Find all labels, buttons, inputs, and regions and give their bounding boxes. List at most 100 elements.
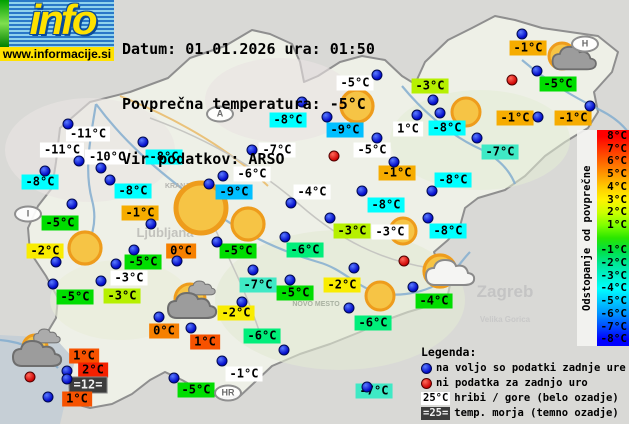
temperature-label: -2°C: [323, 277, 361, 293]
station-dot-blue: [532, 111, 544, 123]
cloud-icon: [11, 339, 63, 367]
temperature-label: 2°C: [78, 362, 108, 378]
scale-entry: 6°C: [607, 154, 627, 168]
temperature-label: -8°C: [428, 120, 466, 136]
station-dot-blue: [110, 258, 122, 270]
legend-item: =25= temp. morja (temno ozadje): [421, 406, 629, 421]
logo-website-link[interactable]: www.informacije.si: [0, 47, 114, 61]
temperature-label: -8°C: [21, 174, 59, 190]
temperature-label: 0°C: [166, 243, 196, 259]
station-dot-blue: [427, 94, 439, 106]
station-dot-blue: [324, 212, 336, 224]
temperature-label: -8°C: [429, 223, 467, 239]
legend-chip: =25=: [421, 407, 451, 420]
scale-entry: -1°C: [600, 243, 628, 257]
scale-entry: -7°C: [600, 319, 628, 333]
road-sign-h: H: [571, 35, 599, 53]
scale-entry: -3°C: [600, 268, 628, 282]
temperature-label: -5°C: [276, 285, 314, 301]
station-dot-blue: [171, 255, 183, 267]
station-dot-blue: [216, 355, 228, 367]
temperature-label: 1°C: [62, 391, 92, 407]
station-dot-blue: [296, 96, 308, 108]
scale-entry: -5°C: [600, 294, 628, 308]
station-dot-blue: [278, 344, 290, 356]
header-source-line: Vir podatkov: ARSO: [122, 150, 285, 168]
temperature-label: -3°C: [333, 223, 371, 239]
legend-item: 25°C hribi / gore (belo ozadje): [421, 391, 629, 406]
logo-stripes: [0, 0, 114, 47]
station-dot-blue: [236, 296, 248, 308]
temperature-label: -5°C: [353, 142, 391, 158]
legend-item: na voljo so podatki zadnje ure: [421, 361, 629, 376]
scale-entry: 1°C: [607, 217, 627, 231]
station-dot-blue: [422, 212, 434, 224]
scale-entry: 3°C: [607, 192, 627, 206]
cloud-icon: [188, 280, 216, 296]
temperature-label: -7°C: [258, 142, 296, 158]
station-dot-blue: [168, 372, 180, 384]
temperature-label: -6°C: [286, 242, 324, 258]
legend-title: Legenda:: [421, 345, 477, 359]
legend-item-text: hribi / gore (belo ozadje): [454, 392, 619, 404]
cloud-icon: [166, 291, 218, 319]
station-dot-blue: [137, 136, 149, 148]
temperature-label: -4°C: [415, 293, 453, 309]
temperature-label: -6°C: [233, 166, 271, 182]
logo-green-bar: [0, 0, 9, 47]
legend-item-text: na voljo so podatki zadnje ure: [436, 362, 626, 374]
temperature-label: -5°C: [56, 289, 94, 305]
road-sign-a: A: [206, 105, 234, 123]
station-dot-blue: [279, 231, 291, 243]
temperature-label: -3°C: [103, 288, 141, 304]
temperature-label: -8°C: [434, 172, 472, 188]
temperature-label: -3°C: [411, 78, 449, 94]
station-dot-blue: [348, 262, 360, 274]
temperature-label: -3°C: [110, 270, 148, 286]
temperature-label: -10°C: [84, 149, 130, 165]
station-dot-blue: [66, 198, 78, 210]
station-dot-blue: [128, 244, 140, 256]
temperature-label: -5°C: [219, 243, 257, 259]
temperature-label: -8°C: [367, 197, 405, 213]
temperature-label: -6°C: [243, 328, 281, 344]
station-dot-blue: [217, 170, 229, 182]
road-sign-hr: HR: [214, 384, 242, 402]
station-dot-blue: [247, 264, 259, 276]
temperature-label: -1°C: [496, 110, 534, 126]
scale-entry: -2°C: [600, 256, 628, 270]
temperature-label: -8°C: [145, 149, 183, 165]
scale-entry: -6°C: [600, 306, 628, 320]
temperature-deviation-scale: 8°C 7°C 6°C 5°C 4°C 3°C 2°C 1°C -1°C -2°C -3°C -4°C…: [597, 129, 629, 346]
temperature-label: -11°C: [39, 142, 85, 158]
header-date-line: Datum: 01.01.2026 ura: 01:50: [122, 40, 375, 58]
station-dot-blue: [531, 65, 543, 77]
header-avg-line: Povprečna temperatura: -5°C: [122, 95, 366, 113]
station-dot-blue: [471, 132, 483, 144]
temperature-label: -8°C: [114, 183, 152, 199]
station-dot-red: [506, 74, 518, 86]
temperature-label: -5°C: [336, 75, 374, 91]
scale-entry: 4°C: [607, 179, 627, 193]
temperature-label: -11°C: [65, 126, 111, 142]
temperature-label: -1°C: [554, 110, 592, 126]
logo-brand-text: info: [29, 0, 98, 43]
temperature-label: -5°C: [177, 382, 215, 398]
station-dot-blue: [104, 174, 116, 186]
station-dot-blue: [211, 236, 223, 248]
station-dot-red: [24, 371, 36, 383]
station-dot-blue: [47, 278, 59, 290]
station-dot-blue: [95, 275, 107, 287]
station-dot-blue: [153, 311, 165, 323]
header: Datum: 01.01.2026 ura: 01:50 Povprečna t…: [122, 4, 375, 205]
station-dot-blue: [203, 178, 215, 190]
temperature-label: 1°C: [69, 348, 99, 364]
map-city-label: Velika Gorica: [480, 315, 531, 324]
cloud-icon: [424, 258, 476, 286]
sun-icon: [67, 230, 103, 266]
temperature-label: -6°C: [354, 315, 392, 331]
station-dot-blue: [61, 373, 73, 385]
station-dot-blue: [284, 274, 296, 286]
temperature-label: -1°C: [378, 165, 416, 181]
